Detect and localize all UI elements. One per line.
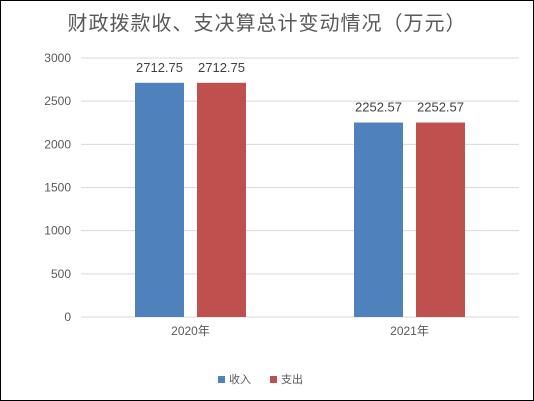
y-tick-label: 2500 <box>44 94 71 108</box>
y-tick-label: 0 <box>64 310 71 324</box>
legend: 收入 支出 <box>218 372 303 386</box>
y-tick-label: 3000 <box>44 51 71 65</box>
x-tick-label: 2020年 <box>171 324 210 338</box>
y-tick-label: 1000 <box>44 224 71 238</box>
data-label: 2712.75 <box>136 60 183 75</box>
x-tick-label: 2021年 <box>390 324 429 338</box>
y-tick-label: 500 <box>51 267 71 281</box>
data-label: 2712.75 <box>198 60 245 75</box>
y-tick-label: 2000 <box>44 137 71 151</box>
legend-swatch <box>270 376 277 383</box>
bar <box>197 82 246 317</box>
bar <box>416 122 465 317</box>
bars <box>135 82 465 317</box>
legend-label: 收入 <box>229 372 251 386</box>
y-tick-label: 1500 <box>44 181 71 195</box>
bar <box>135 82 184 317</box>
chart-title: 财政拨款收、支决算总计变动情况（万元） <box>67 11 467 35</box>
data-labels: 2712.75 2712.75 2252.57 2252.57 <box>136 60 464 115</box>
legend-swatch <box>218 376 225 383</box>
data-label: 2252.57 <box>355 100 402 115</box>
legend-label: 支出 <box>281 372 303 386</box>
bar <box>354 122 403 317</box>
data-label: 2252.57 <box>417 100 464 115</box>
